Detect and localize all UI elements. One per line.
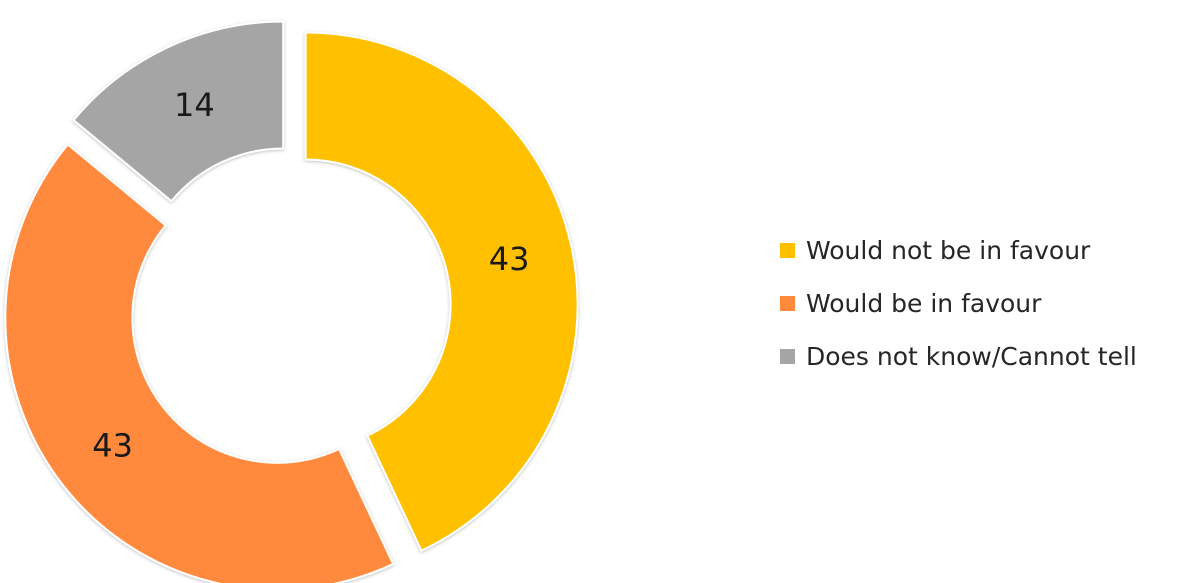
data-label-would-be-in-favour: 43 xyxy=(92,427,133,465)
slice-would-be-in-favour xyxy=(4,143,395,583)
slice-would-not-be-in-favour xyxy=(304,31,579,552)
legend-label-would-be-in-favour: Would be in favour xyxy=(806,288,1042,318)
legend-swatch-would-be-in-favour xyxy=(780,295,795,311)
data-label-would-not-be-in-favour: 43 xyxy=(489,240,530,278)
legend-swatch-does-not-know xyxy=(780,348,795,364)
legend-item-would-be-in-favour: Would be in favour xyxy=(780,285,1190,321)
legend-item-would-not-be-in-favour: Would not be in favour xyxy=(780,232,1190,268)
legend-swatch-would-not-be-in-favour xyxy=(780,242,795,258)
chart-legend: Would not be in favour Would be in favour… xyxy=(780,232,1190,391)
legend-label-would-not-be-in-favour: Would not be in favour xyxy=(806,235,1091,265)
legend-item-does-not-know: Does not know/Cannot tell xyxy=(780,338,1190,374)
slice-does-not-know xyxy=(72,20,285,203)
donut-slices xyxy=(4,20,579,583)
legend-label-does-not-know: Does not know/Cannot tell xyxy=(806,341,1137,371)
data-label-does-not-know: 14 xyxy=(174,86,215,124)
donut-data-labels: 43 43 14 xyxy=(92,86,529,465)
